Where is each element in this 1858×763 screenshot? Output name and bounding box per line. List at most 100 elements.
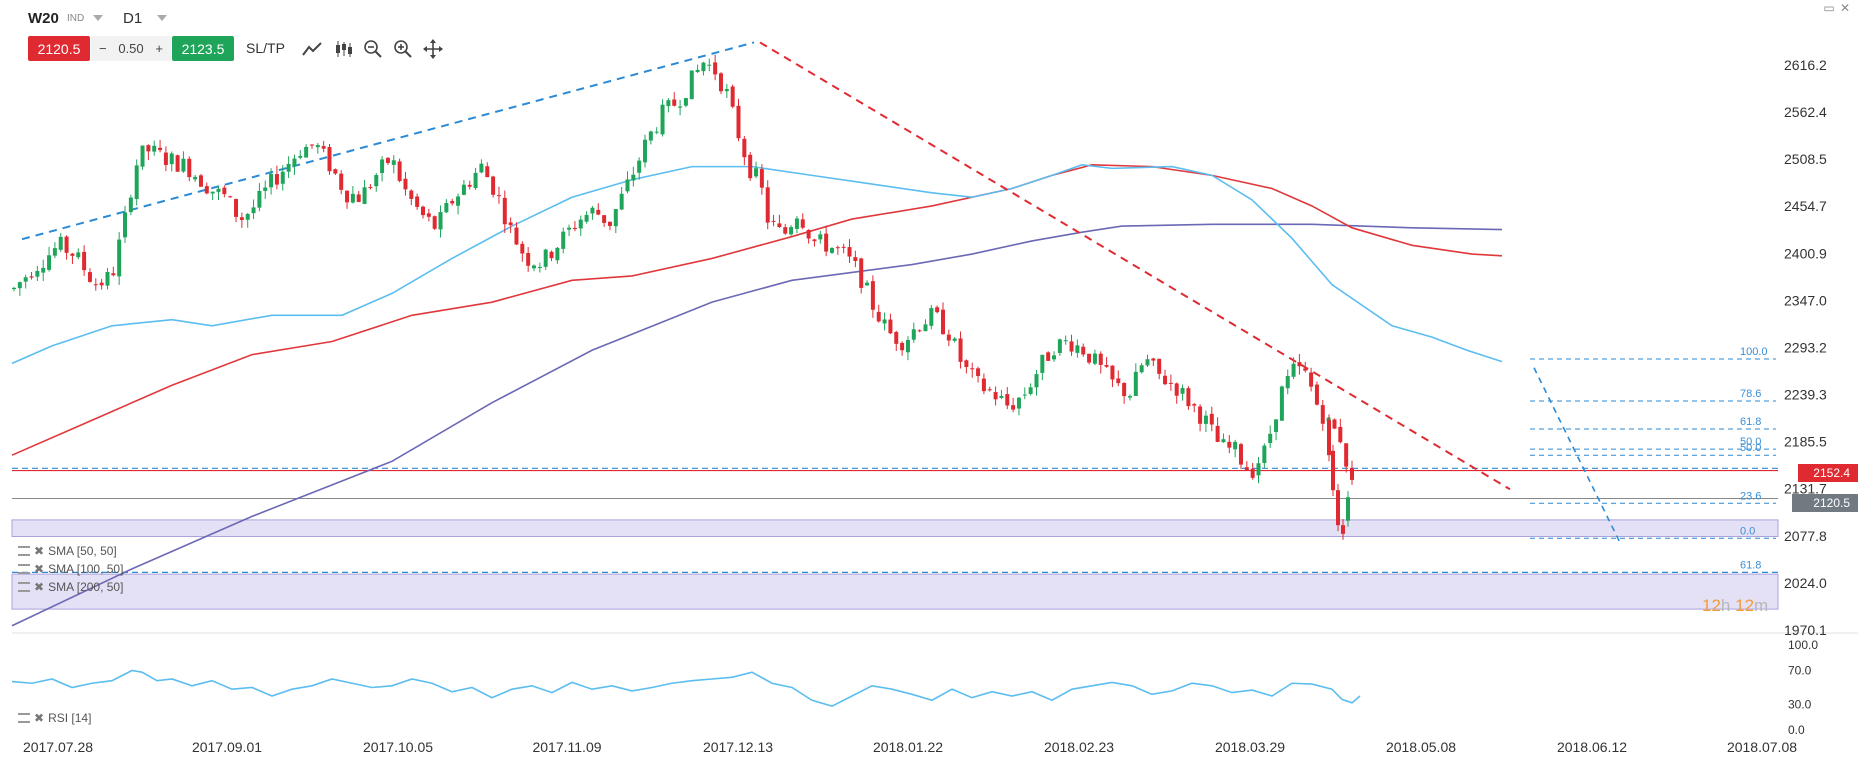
- candle-body: [1221, 439, 1226, 443]
- price-axis-label: 2024.0: [1784, 575, 1827, 591]
- candle-body: [701, 62, 706, 72]
- candle-body: [1110, 365, 1115, 380]
- candle-body: [549, 251, 554, 259]
- candle-body: [339, 173, 344, 190]
- sltp-button[interactable]: SL/TP: [246, 40, 285, 56]
- timeframe-selector[interactable]: D1: [123, 10, 143, 27]
- candle-body: [1198, 406, 1203, 424]
- candle-body: [1336, 490, 1340, 526]
- candle-body: [900, 342, 905, 351]
- candle-body: [467, 184, 472, 187]
- symbol-dropdown-icon[interactable]: [93, 15, 103, 21]
- legend-rsi[interactable]: ✖ RSI [14]: [18, 711, 91, 725]
- candle-body: [210, 191, 215, 194]
- candle-body: [818, 234, 823, 240]
- candle-body: [905, 339, 910, 353]
- settings-icon[interactable]: [18, 546, 30, 556]
- candle-body: [730, 86, 735, 107]
- price-axis-label: 2185.5: [1784, 434, 1827, 450]
- candle-body: [660, 104, 665, 135]
- settings-icon[interactable]: [18, 564, 30, 574]
- candle-body: [356, 194, 361, 202]
- uptrend-line: [21, 41, 755, 241]
- candle-body: [309, 144, 314, 146]
- candle-body: [777, 223, 782, 228]
- candle-body: [1005, 394, 1010, 406]
- buy-button[interactable]: 2123.5: [172, 36, 234, 61]
- candle-body: [1332, 419, 1337, 429]
- candle-body: [841, 246, 846, 248]
- candle-body: [911, 329, 916, 340]
- candle-body: [82, 251, 87, 271]
- candle-body: [1122, 383, 1127, 397]
- candle-body: [1057, 339, 1062, 354]
- line-chart-icon[interactable]: [300, 37, 324, 61]
- timeframe-dropdown-icon[interactable]: [157, 15, 167, 21]
- candle-body: [572, 227, 577, 230]
- candle-body: [41, 267, 46, 273]
- sell-button[interactable]: 2120.5: [28, 36, 90, 61]
- candle-body: [584, 214, 589, 222]
- minimize-icon[interactable]: ▭: [1823, 1, 1835, 15]
- candle-body: [1341, 525, 1345, 534]
- remove-indicator-icon[interactable]: ✖: [34, 580, 45, 594]
- date-axis-label: 2018.05.08: [1386, 739, 1456, 755]
- legend-sma100[interactable]: ✖ SMA [100, 50]: [18, 562, 123, 576]
- candle-body: [748, 154, 753, 179]
- zoom-out-icon[interactable]: [361, 37, 385, 61]
- settings-icon[interactable]: [18, 713, 30, 723]
- candle-body: [1081, 346, 1086, 355]
- candle-body: [140, 145, 145, 167]
- current-price-tag: 2120.5: [1792, 494, 1858, 512]
- date-axis-label: 2018.06.12: [1557, 739, 1627, 755]
- volume-increase-button[interactable]: +: [155, 41, 163, 56]
- candle-body: [724, 88, 729, 92]
- candle-body: [870, 281, 875, 310]
- price-axis-label: 2077.8: [1784, 528, 1827, 544]
- candle-body: [987, 389, 992, 391]
- candle-body: [754, 168, 759, 177]
- candle-body: [1331, 450, 1335, 491]
- price-axis-label: 2239.3: [1784, 387, 1827, 403]
- candle-body: [625, 179, 630, 192]
- candle-body: [426, 213, 431, 217]
- volume-stepper[interactable]: − 0.50 +: [91, 36, 171, 61]
- candle-body: [198, 175, 203, 187]
- candle-body: [58, 236, 63, 250]
- candle-body: [637, 160, 642, 173]
- zoom-in-icon[interactable]: [391, 37, 415, 61]
- volume-input[interactable]: 0.50: [118, 41, 144, 56]
- candle-body: [590, 207, 595, 214]
- remove-indicator-icon[interactable]: ✖: [34, 544, 45, 558]
- crosshair-icon[interactable]: [421, 37, 445, 61]
- close-icon[interactable]: ✕: [1839, 1, 1851, 15]
- candle-body: [981, 378, 986, 392]
- candle-body: [93, 284, 98, 286]
- date-axis-label: 2018.07.08: [1727, 739, 1797, 755]
- remove-indicator-icon[interactable]: ✖: [34, 562, 45, 576]
- candle-body: [526, 253, 531, 266]
- legend-sma50[interactable]: ✖ SMA [50, 50]: [18, 544, 117, 558]
- date-axis-label: 2017.12.13: [703, 739, 773, 755]
- candle-body: [1127, 396, 1132, 398]
- remove-indicator-icon[interactable]: ✖: [34, 711, 45, 725]
- fib-level-label: 100.0: [1740, 346, 1768, 358]
- candle-body: [362, 187, 367, 204]
- candle-body: [327, 146, 332, 172]
- symbol-name[interactable]: W20: [28, 10, 59, 27]
- candle-body: [228, 196, 233, 198]
- candle-body: [941, 309, 946, 335]
- candle-body: [496, 195, 501, 197]
- candlestick-icon[interactable]: [332, 37, 356, 61]
- settings-icon[interactable]: [18, 582, 30, 592]
- candle-body: [567, 227, 572, 230]
- candle-body: [70, 253, 75, 256]
- candle-body: [1011, 405, 1016, 410]
- candle-body: [23, 277, 28, 282]
- candle-body: [222, 187, 227, 195]
- volume-decrease-button[interactable]: −: [99, 41, 107, 56]
- candle-body: [1344, 443, 1349, 467]
- candle-body: [204, 186, 209, 194]
- legend-sma200[interactable]: ✖ SMA [200, 50]: [18, 580, 123, 594]
